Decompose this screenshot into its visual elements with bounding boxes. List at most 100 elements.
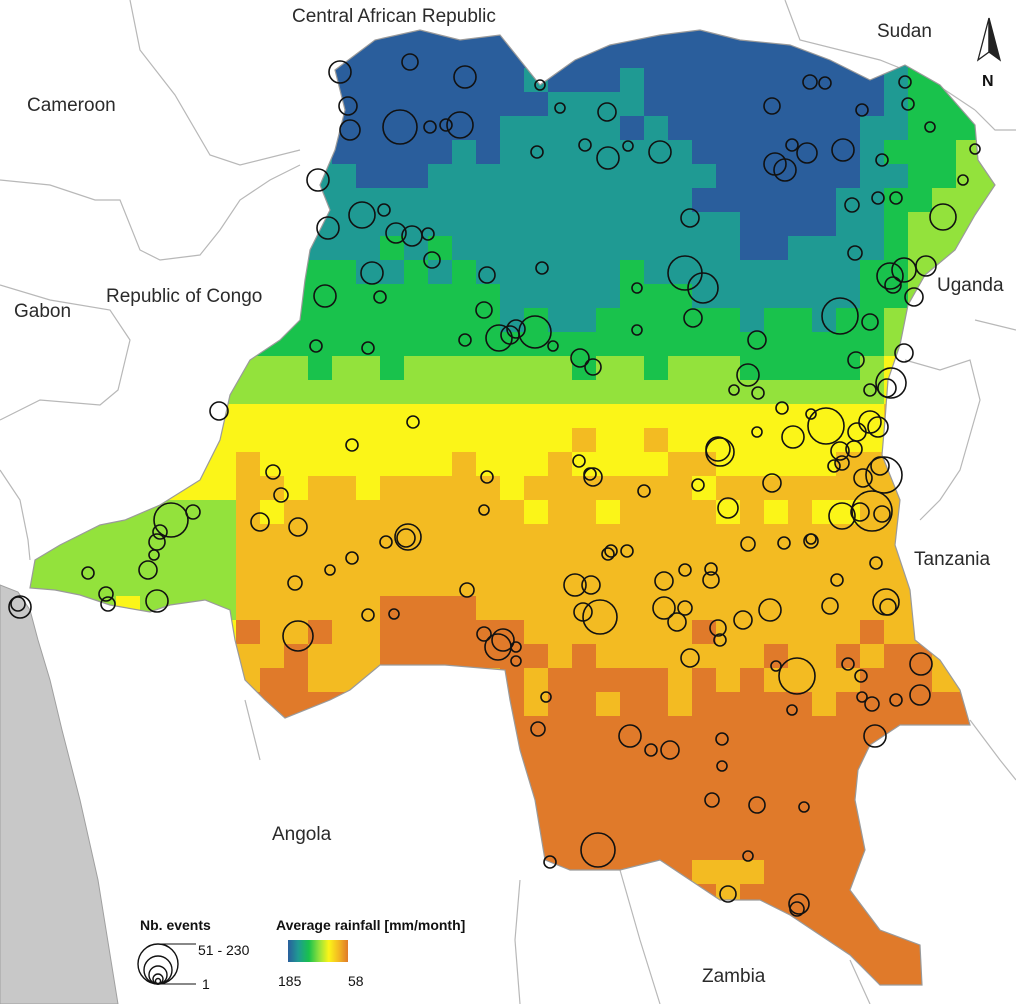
raster-cell (380, 236, 405, 261)
raster-cell (764, 212, 789, 237)
raster-cell (140, 212, 165, 237)
raster-cell (812, 908, 837, 933)
raster-cell (428, 404, 453, 429)
raster-cell (500, 428, 525, 453)
raster-cell (212, 356, 237, 381)
raster-cell (452, 284, 477, 309)
raster-cell (764, 884, 789, 909)
raster-cell (260, 524, 285, 549)
raster-cell (116, 860, 141, 885)
raster-cell (500, 956, 525, 981)
raster-cell (44, 188, 69, 213)
raster-cell (980, 428, 995, 453)
raster-cell (596, 476, 621, 501)
raster-cell (380, 404, 405, 429)
raster-cell (380, 164, 405, 189)
event-circle (889, 191, 903, 205)
raster-cell (620, 92, 645, 117)
raster-cell (476, 620, 501, 645)
raster-cell (596, 260, 621, 285)
raster-cell (332, 332, 357, 357)
event-circle (777, 536, 791, 550)
raster-cell (188, 404, 213, 429)
raster-cell (740, 788, 765, 813)
raster-cell (380, 692, 405, 717)
raster-cell (476, 92, 501, 117)
raster-cell (788, 188, 813, 213)
event-circle (361, 608, 375, 622)
raster-cell (692, 812, 717, 837)
raster-cell (524, 92, 549, 117)
event-circle (480, 470, 494, 484)
raster-cell (788, 668, 813, 693)
raster-cell (812, 668, 837, 693)
event-circle (830, 441, 850, 461)
country-labels: Central African Republic Sudan Cameroon … (14, 6, 1004, 987)
raster-cell (860, 692, 885, 717)
raster-cell (30, 212, 45, 237)
raster-cell (212, 68, 237, 93)
raster-cell (500, 572, 525, 597)
raster-cell (476, 524, 501, 549)
raster-cell (524, 956, 549, 981)
raster-cell (500, 620, 525, 645)
raster-cell (332, 884, 357, 909)
event-circle (894, 343, 914, 363)
raster-cell (356, 812, 381, 837)
raster-cell (620, 836, 645, 861)
raster-cell (140, 356, 165, 381)
raster-cell (812, 764, 837, 789)
raster-cell (524, 164, 549, 189)
raster-cell (956, 404, 981, 429)
event-circle (360, 261, 384, 285)
raster-cell (644, 188, 669, 213)
raster-cell (812, 812, 837, 837)
raster-cell (692, 284, 717, 309)
raster-cell (332, 380, 357, 405)
raster-cell (308, 716, 333, 741)
event-circle (827, 459, 841, 473)
raster-cell (668, 980, 693, 985)
raster-cell (212, 524, 237, 549)
raster-cell (164, 548, 189, 573)
raster-cell (740, 116, 765, 141)
raster-cell (836, 30, 861, 45)
legend-rainfall-high: 185 (278, 973, 302, 989)
raster-cell (908, 716, 933, 741)
raster-cell (116, 452, 141, 477)
raster-cell (764, 644, 789, 669)
raster-cell (668, 812, 693, 837)
raster-cell (308, 740, 333, 765)
raster-cell (212, 740, 237, 765)
raster-cell (116, 476, 141, 501)
raster-cell (44, 524, 69, 549)
raster-cell (284, 308, 309, 333)
raster-cell (788, 980, 813, 985)
event-circle (578, 138, 592, 152)
raster-cell (236, 716, 261, 741)
raster-cell (884, 116, 909, 141)
raster-cell (404, 884, 429, 909)
raster-cell (188, 764, 213, 789)
raster-cell (404, 812, 429, 837)
raster-cell (812, 188, 837, 213)
raster-cell (524, 980, 549, 985)
label-central-african-republic: Central African Republic (292, 6, 496, 27)
raster-cell (164, 380, 189, 405)
raster-cell (140, 860, 165, 885)
raster-cell (428, 884, 453, 909)
raster-cell (236, 788, 261, 813)
raster-cell (860, 764, 885, 789)
raster-cell (932, 476, 957, 501)
event-circle (877, 378, 897, 398)
raster-cell (116, 212, 141, 237)
raster-cell (116, 92, 141, 117)
raster-cell (164, 812, 189, 837)
raster-cell (884, 572, 909, 597)
raster-cell (812, 500, 837, 525)
raster-cell (308, 884, 333, 909)
raster-cell (356, 452, 381, 477)
raster-cell (908, 452, 933, 477)
event-circle (153, 502, 189, 538)
raster-cell (908, 68, 933, 93)
